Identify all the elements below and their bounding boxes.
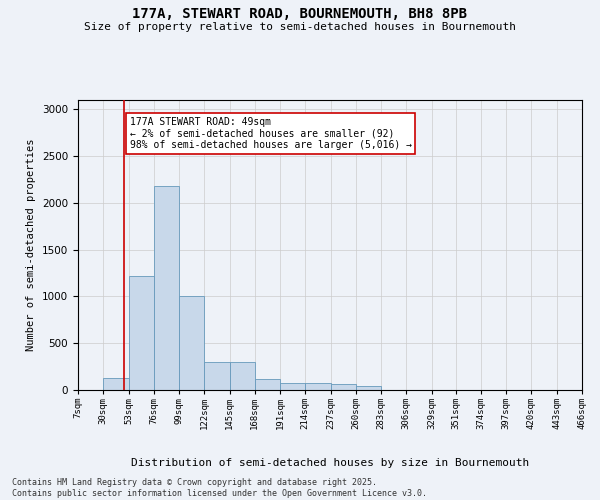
Bar <box>255 379 280 390</box>
Text: 177A, STEWART ROAD, BOURNEMOUTH, BH8 8PB: 177A, STEWART ROAD, BOURNEMOUTH, BH8 8PB <box>133 8 467 22</box>
Text: Size of property relative to semi-detached houses in Bournemouth: Size of property relative to semi-detach… <box>84 22 516 32</box>
Text: 177A STEWART ROAD: 49sqm
← 2% of semi-detached houses are smaller (92)
98% of se: 177A STEWART ROAD: 49sqm ← 2% of semi-de… <box>130 117 412 150</box>
Bar <box>179 296 204 390</box>
Bar <box>154 186 179 390</box>
Bar <box>305 382 331 390</box>
Bar <box>204 362 230 390</box>
Bar <box>128 276 154 390</box>
Bar <box>280 382 305 390</box>
Text: Distribution of semi-detached houses by size in Bournemouth: Distribution of semi-detached houses by … <box>131 458 529 468</box>
Bar <box>230 362 255 390</box>
Bar <box>356 386 381 390</box>
Bar <box>103 378 128 390</box>
Y-axis label: Number of semi-detached properties: Number of semi-detached properties <box>26 138 37 352</box>
Text: Contains HM Land Registry data © Crown copyright and database right 2025.
Contai: Contains HM Land Registry data © Crown c… <box>12 478 427 498</box>
Bar <box>331 384 356 390</box>
